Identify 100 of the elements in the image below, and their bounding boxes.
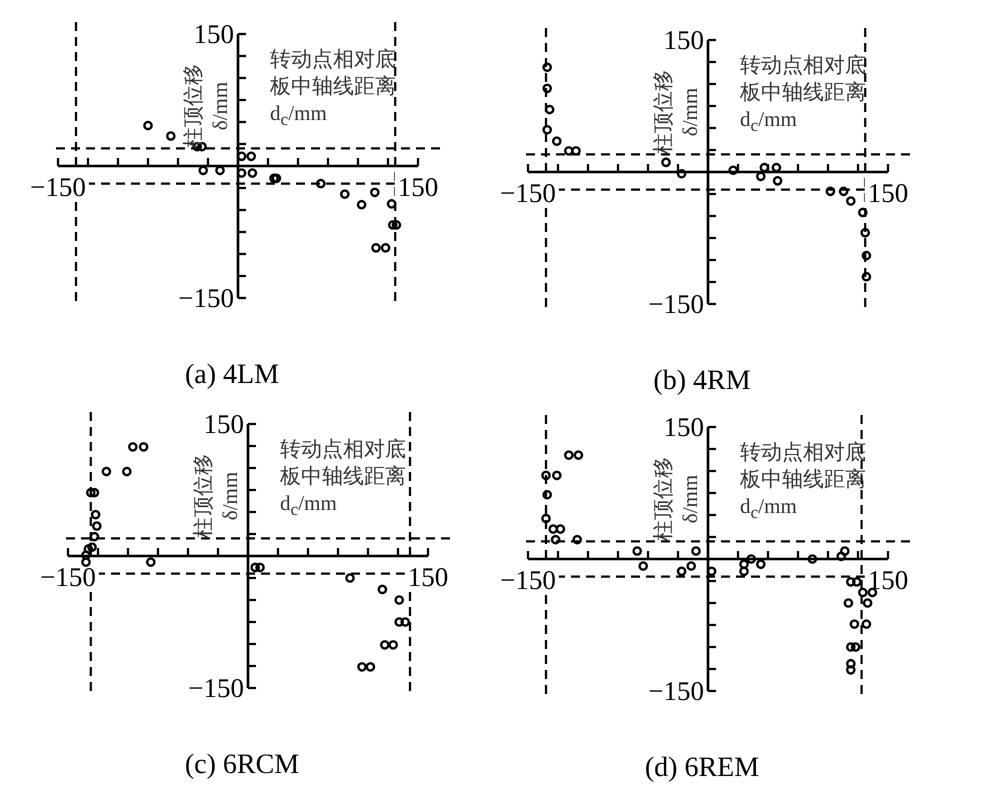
point (90, 488, 100, 498)
point (388, 220, 398, 230)
point (255, 562, 265, 572)
point (388, 640, 398, 650)
point (846, 665, 856, 675)
x-tick-label: 150 (868, 178, 908, 208)
point (552, 136, 562, 146)
x-tick-label: −150 (30, 172, 86, 202)
y-tick-label: 150 (204, 409, 244, 439)
point (92, 521, 102, 531)
point (840, 546, 850, 556)
point (739, 566, 749, 576)
y-tick-label: 150 (194, 19, 234, 49)
y-tick-label: −150 (648, 676, 704, 706)
point (862, 250, 872, 260)
point (541, 514, 551, 524)
x-axis-title: 转动点相对底板中轴线距离 d$_{c}$/mm (740, 439, 867, 524)
point (858, 588, 868, 598)
point (661, 158, 671, 168)
point (756, 172, 766, 182)
point (356, 200, 366, 210)
point (357, 662, 367, 672)
point (826, 186, 836, 196)
point (378, 584, 388, 594)
point (316, 178, 326, 188)
point (90, 510, 100, 520)
point (772, 176, 782, 186)
x-tick-label: −150 (500, 565, 556, 595)
y-axis-title: 柱顶位移 δ/mm (650, 456, 703, 543)
point (772, 162, 782, 172)
point (846, 577, 856, 587)
x-tick-label: 150 (408, 562, 448, 592)
point (808, 554, 818, 564)
point (90, 532, 100, 542)
point (686, 561, 696, 571)
point (638, 561, 648, 571)
point (248, 168, 258, 178)
point (632, 546, 642, 556)
point (340, 189, 350, 199)
point (760, 162, 770, 172)
point (394, 595, 404, 605)
point (860, 228, 870, 238)
text: (d) 6REM (644, 752, 760, 783)
y-axis-title: 柱顶位移 δ/mm (180, 63, 233, 150)
y-tick-label: −150 (648, 289, 704, 319)
point (552, 470, 562, 480)
point (676, 566, 686, 576)
point (236, 168, 246, 178)
y-axis-title: 柱顶位移 δ/mm (650, 69, 703, 156)
point (556, 524, 566, 534)
point (846, 196, 856, 206)
point (838, 186, 848, 196)
point (215, 166, 225, 176)
point (564, 450, 574, 460)
point (846, 658, 856, 669)
point (380, 243, 390, 253)
point (541, 470, 551, 480)
point (143, 120, 153, 130)
point (272, 174, 282, 184)
y-tick-label: 150 (664, 412, 704, 442)
y-tick-label: 150 (664, 25, 704, 55)
point (400, 617, 410, 627)
point (739, 559, 749, 570)
x-axis-title: 转动点相对底板中轴线距离 d$_{c}$/mm (740, 52, 867, 138)
point (542, 124, 552, 135)
point (87, 542, 97, 552)
x-tick-label: −150 (500, 178, 556, 208)
point (166, 131, 176, 141)
y-axis-title: 柱顶位移 δ/mm (190, 453, 243, 540)
point (394, 617, 404, 627)
point (852, 577, 862, 587)
point (128, 442, 138, 452)
point (386, 199, 396, 209)
point (846, 642, 856, 652)
x-tick-label: 150 (868, 565, 908, 595)
point (756, 559, 766, 570)
point (392, 220, 402, 230)
point (138, 442, 148, 452)
point (250, 562, 260, 572)
point (146, 557, 156, 567)
point (574, 450, 584, 460)
x-tick-label: −150 (40, 562, 96, 592)
y-tick-label: −150 (178, 283, 234, 313)
point (691, 546, 701, 556)
point (86, 488, 96, 498)
point (366, 662, 376, 672)
x-axis-title: 转动点相对底板中轴线距离 d$_{c}$/mm (280, 436, 407, 522)
point (850, 619, 860, 629)
x-tick-label: 150 (398, 172, 438, 202)
point (728, 165, 738, 176)
point (564, 146, 574, 156)
point (380, 640, 390, 650)
point (542, 62, 552, 72)
point (676, 168, 686, 179)
point (746, 554, 756, 564)
point (345, 573, 355, 583)
point (236, 152, 246, 162)
point (858, 208, 868, 218)
point (122, 466, 132, 476)
point (81, 557, 91, 567)
